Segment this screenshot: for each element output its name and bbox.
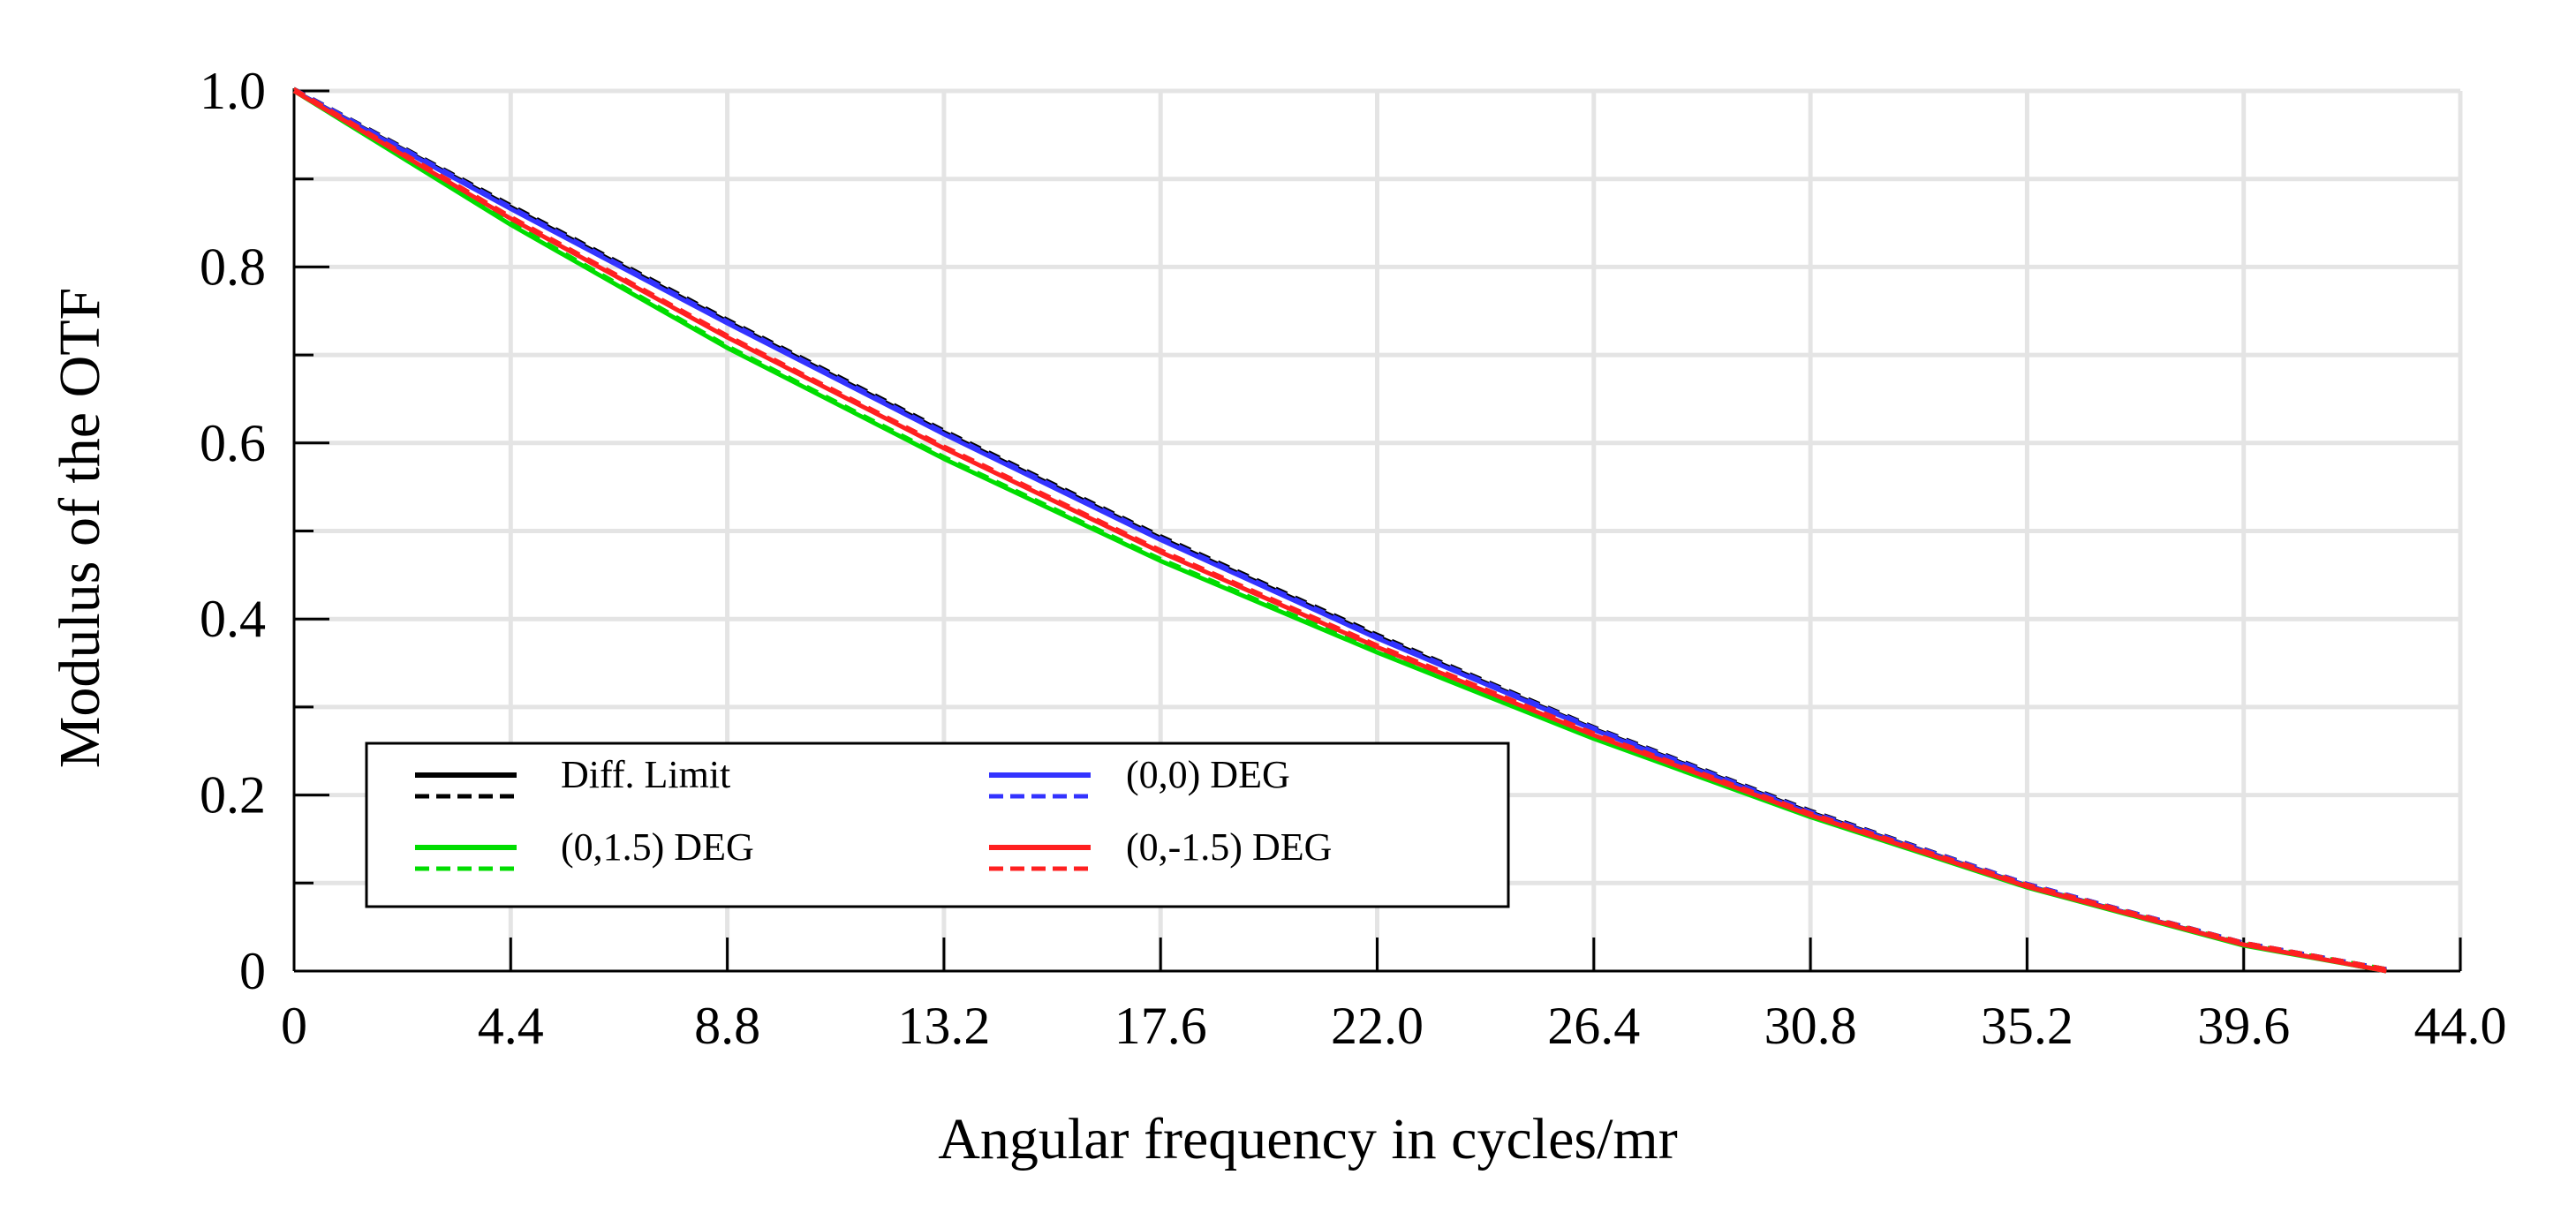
x-tick-label: 44.0 <box>2414 997 2507 1055</box>
x-axis-title: Angular frequency in cycles/mr <box>938 1107 1678 1171</box>
legend-box <box>365 742 1510 908</box>
x-tick-label: 35.2 <box>1981 997 2074 1055</box>
x-tick-label: 22.0 <box>1331 997 1424 1055</box>
y-tick-label: 0.4 <box>200 590 266 648</box>
x-tick-label: 8.8 <box>694 997 760 1055</box>
x-tick-label: 17.6 <box>1114 997 1207 1055</box>
legend: Diff. Limit (0,0) DEG (0,1.5) DEG (0,-1.5) … <box>365 742 1510 908</box>
series-line-dashed-diff-limit <box>293 87 2387 970</box>
legend-label: Diff. Limit <box>561 753 730 796</box>
y-tick-label: 1.0 <box>200 62 266 120</box>
x-tick-label: 4.4 <box>478 997 544 1055</box>
y-tick-label: 0.2 <box>200 766 266 825</box>
y-tick-label: 0.6 <box>200 414 266 472</box>
series-line-dashed-0-1-5-deg <box>293 87 2387 970</box>
series-lines <box>292 87 2387 974</box>
x-tick-label: 30.8 <box>1764 997 1857 1055</box>
series-line-dashed-0-0-deg <box>293 87 2387 970</box>
y-tick-label: 0 <box>239 942 266 1000</box>
legend-label: (0,0) DEG <box>1126 753 1290 796</box>
legend-label: (0,-1.5) DEG <box>1126 825 1332 869</box>
y-tick-label: 0.8 <box>200 237 266 296</box>
x-tick-label: 13.2 <box>897 997 990 1055</box>
series-line-0-1-5-deg <box>292 88 2387 974</box>
x-tick-label: 39.6 <box>2197 997 2290 1055</box>
legend-label: (0,1.5) DEG <box>561 825 754 869</box>
x-tick-label: 26.4 <box>1547 997 1640 1055</box>
tick-labels: 0 4.4 8.8 13.2 17.6 22.0 26.4 30.8 35.2 39.6 44.0 0… <box>200 62 2507 1055</box>
axes <box>292 88 2462 973</box>
x-tick-label: 0 <box>281 997 307 1055</box>
y-axis-title: Modulus of the OTF <box>48 288 112 769</box>
